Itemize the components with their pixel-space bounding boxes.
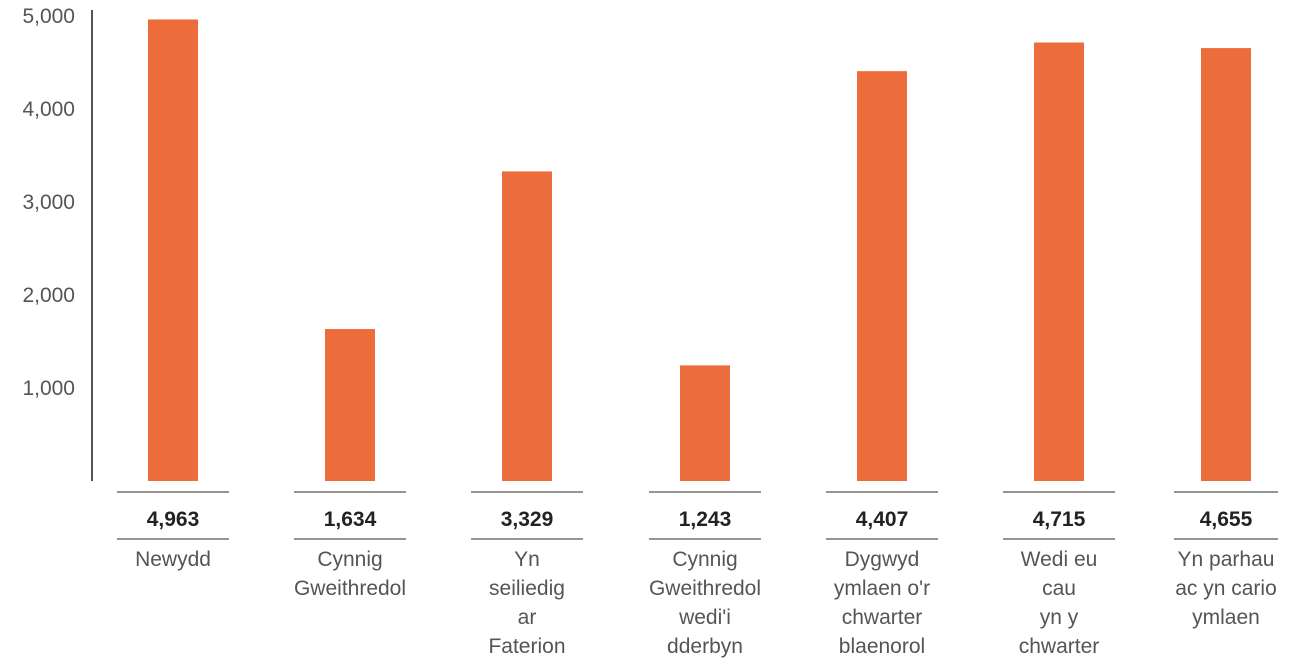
x-tick-label: seiliedig [489,577,565,600]
data-label: 4,655 [1200,508,1253,531]
x-tick-label: chwarter [1019,635,1100,658]
bar [680,365,730,481]
y-tick-label: 3,000 [22,191,75,214]
data-label: 1,634 [324,508,377,531]
x-tick-label: Yn parhau [1178,548,1275,571]
x-tick-label: ymlaen [1192,606,1260,629]
y-axis-ticks: 1,000 2,000 3,000 4,000 5,000 [22,5,75,400]
x-tick-label: ac yn cario [1175,577,1277,600]
x-tick-label: yn y [1040,606,1079,629]
bar [148,19,198,481]
x-tick-label: ar [518,606,537,629]
category-labels: 4,963 Newydd 1,634 Cynnig Gweithredol 3,329 Yn… [117,491,1278,658]
x-tick-label: Dygwyd [845,548,920,571]
data-label: 1,243 [679,508,732,531]
bar [325,329,375,481]
x-tick-label: Newydd [135,548,211,571]
y-tick-label: 2,000 [22,284,75,307]
data-label: 4,407 [856,508,909,531]
bar [502,171,552,481]
bar [1034,42,1084,481]
x-tick-label: chwarter [842,606,923,629]
x-tick-label: cau [1042,577,1076,600]
bars [148,19,1251,482]
x-tick-label: blaenorol [839,635,925,658]
data-label: 4,715 [1033,508,1086,531]
x-tick-label: Cynnig [317,548,382,571]
bar [857,71,907,482]
data-label: 3,329 [501,508,554,531]
x-tick-label: Faterion [488,635,565,658]
data-label: 4,963 [147,508,200,531]
x-tick-label: wedi'i [678,606,731,629]
x-tick-label: Gweithredol [649,577,761,600]
x-tick-label: dderbyn [667,635,743,658]
y-tick-label: 4,000 [22,98,75,121]
x-tick-label: Wedi eu [1021,548,1098,571]
x-tick-label: ymlaen o'r [834,577,930,600]
x-tick-label: Yn [514,548,540,571]
x-tick-label: Cynnig [672,548,737,571]
x-tick-label: Gweithredol [294,577,406,600]
bar [1201,48,1251,482]
y-tick-label: 5,000 [22,5,75,28]
y-tick-label: 1,000 [22,377,75,400]
